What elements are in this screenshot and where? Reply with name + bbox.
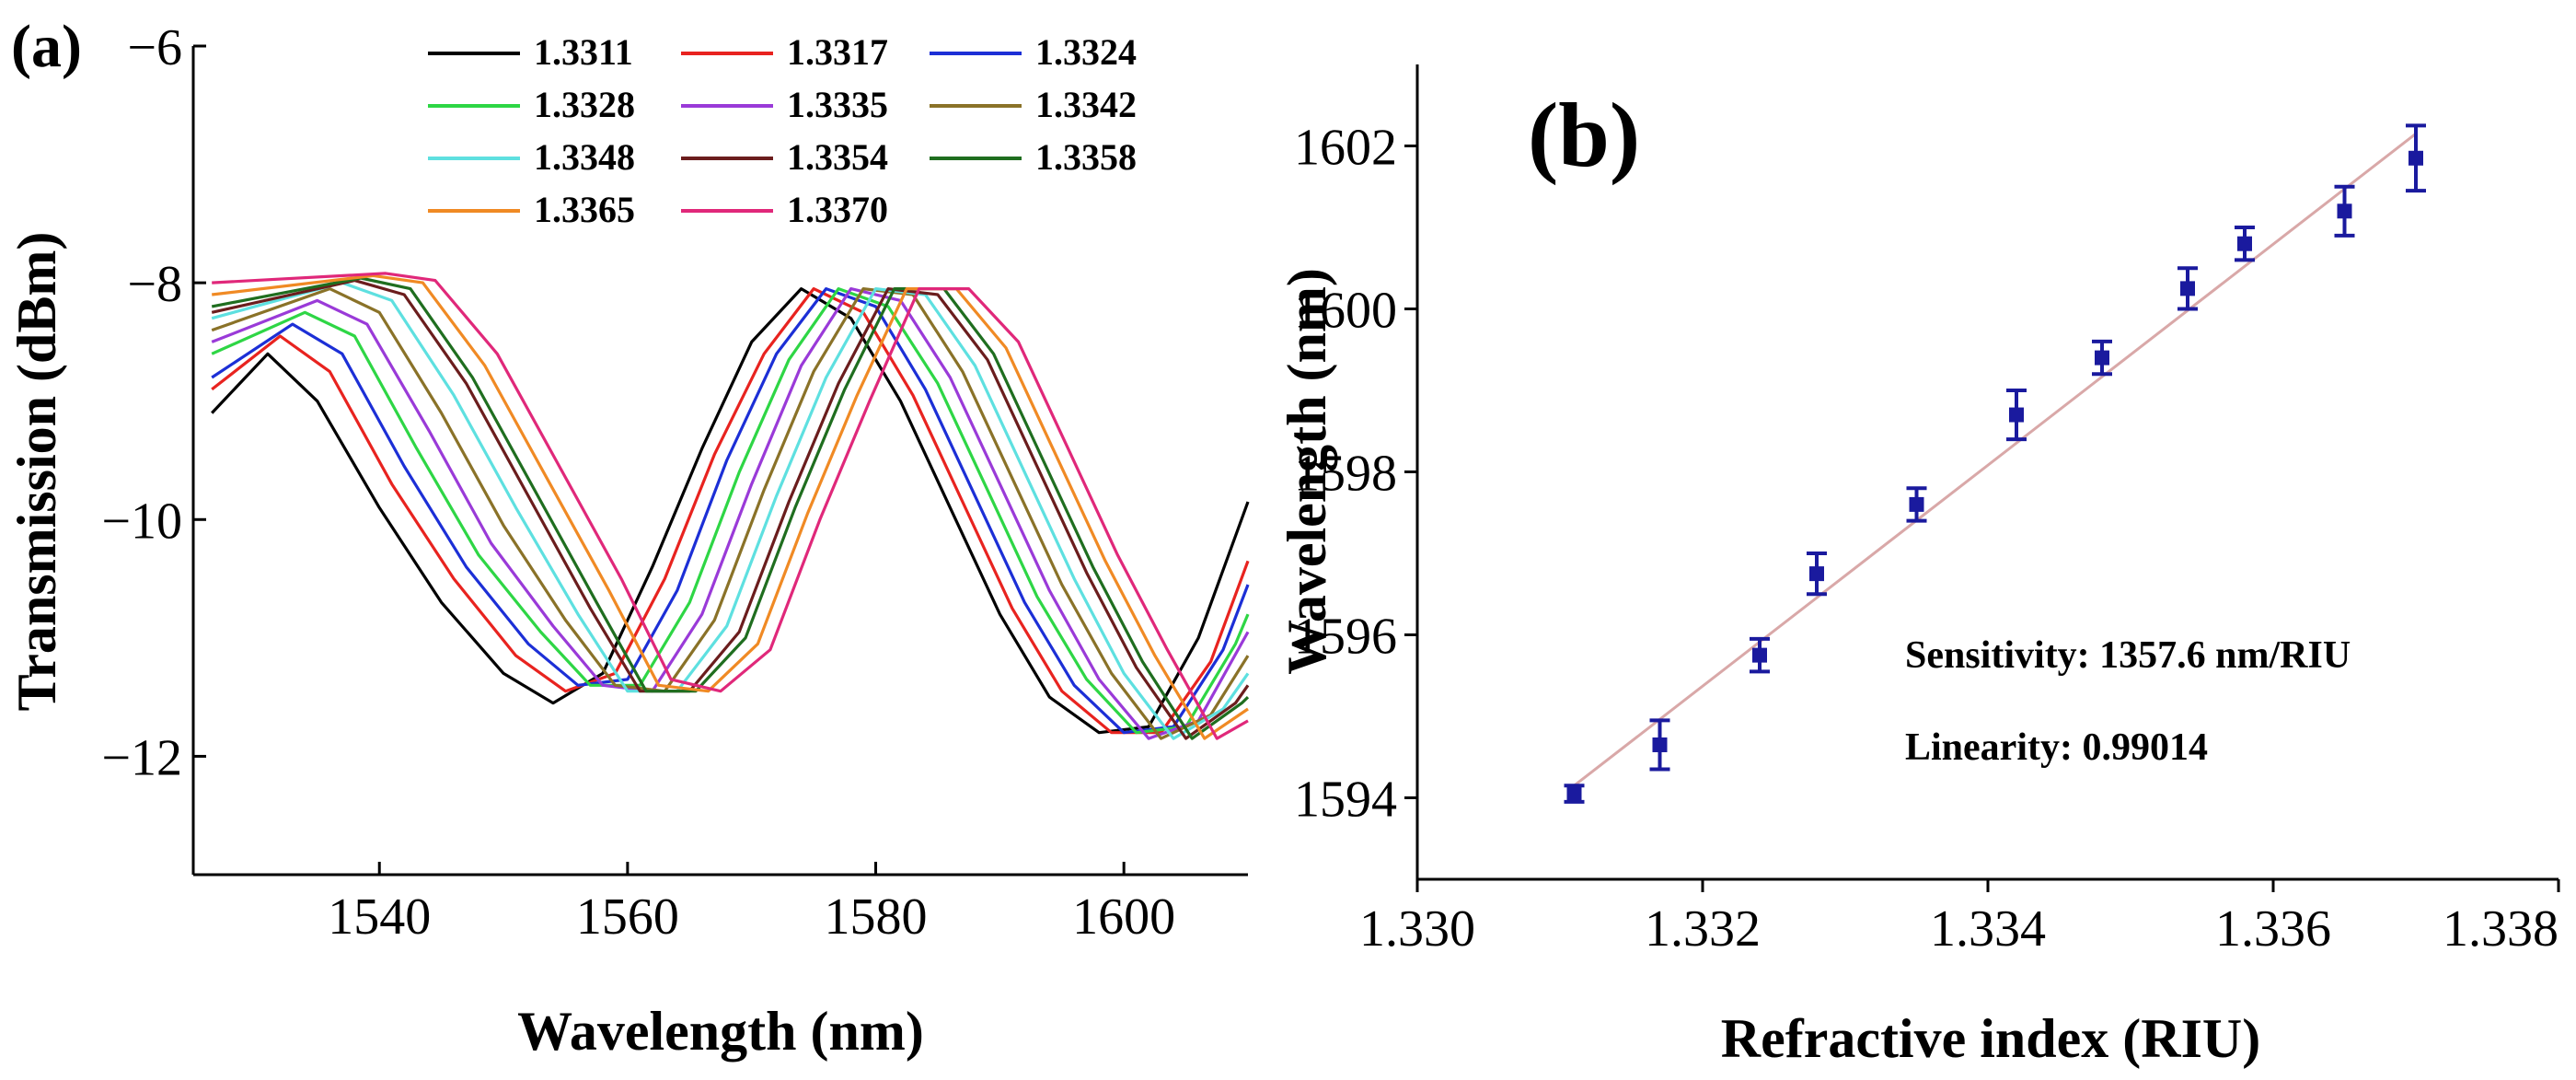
y-tick-label-b: 1596 xyxy=(1294,609,1397,666)
legend-label-1.3354: 1.3354 xyxy=(787,136,888,178)
x-tick-label-b: 1.332 xyxy=(1645,900,1761,958)
legend-label-1.3365: 1.3365 xyxy=(534,189,635,230)
sensitivity-annotation: Sensitivity: 1357.6 nm/RIU xyxy=(1905,634,2351,677)
data-point-marker xyxy=(2337,203,2352,219)
x-tick-label-a: 1600 xyxy=(1072,888,1175,946)
x-tick-label-b: 1.336 xyxy=(2215,900,2331,958)
panel-label-a: (a) xyxy=(11,13,82,80)
y-tick-label-a: −12 xyxy=(101,729,182,786)
spectrum-line-1.3328 xyxy=(211,287,1250,735)
legend-label-1.3370: 1.3370 xyxy=(787,189,888,230)
axes-a: 1540 1560 1580 1600 −6 −8 −10 −12 xyxy=(101,19,1248,946)
panel-label-b: (b) xyxy=(1528,84,1640,186)
x-tick-label-a: 1540 xyxy=(328,888,431,946)
data-point-marker xyxy=(1809,566,1824,582)
legend-label-1.3317: 1.3317 xyxy=(787,31,888,73)
y-tick-label-b: 1598 xyxy=(1294,446,1397,503)
y-axis-title-a: Transmission (dBm) xyxy=(6,232,67,712)
legend-label-1.3358: 1.3358 xyxy=(1035,136,1137,178)
spectrum-curves xyxy=(211,272,1250,740)
data-point-marker xyxy=(2095,350,2109,366)
data-point-marker xyxy=(2180,281,2195,296)
y-tick-label-a: −6 xyxy=(127,19,182,76)
linearity-annotation: Linearity: 0.99014 xyxy=(1905,726,2208,769)
y-tick-label-b: 1600 xyxy=(1294,283,1397,340)
data-points xyxy=(1564,123,2426,804)
x-axis-title-a: Wavelength (nm) xyxy=(517,1001,924,1062)
legend-label-1.3311: 1.3311 xyxy=(534,31,633,73)
fit-line xyxy=(1573,133,2417,787)
x-tick-label-b: 1.338 xyxy=(2443,900,2559,958)
data-point-marker xyxy=(1566,786,1582,802)
data-point-marker xyxy=(2009,407,2024,423)
spectrum-line-1.3335 xyxy=(211,287,1250,740)
y-tick-label-b: 1594 xyxy=(1294,772,1397,829)
y-tick-label-a: −8 xyxy=(127,256,182,313)
axes-b: 1.330 1.332 1.334 1.336 1.338 1594 1596 1598 160… xyxy=(1294,64,2560,958)
x-axis-title-b: Refractive index (RIU) xyxy=(1721,1008,2261,1069)
spectrum-line-1.3324 xyxy=(211,287,1250,735)
spectrum-line-1.3365 xyxy=(212,273,1249,740)
legend-label-1.3324: 1.3324 xyxy=(1035,31,1137,73)
panel-a-transmission-spectra: (a) 1.3311 1.3317 1.3324 1.3328 1.3335 1.3342… xyxy=(6,13,1250,1062)
spectrum-line-1.3342 xyxy=(211,287,1250,740)
spectrum-line-1.3358 xyxy=(211,276,1250,740)
data-point-marker xyxy=(1752,647,1767,663)
data-point-marker xyxy=(1652,737,1668,752)
legend-label-1.3342: 1.3342 xyxy=(1035,84,1137,125)
spectrum-line-1.3370 xyxy=(212,272,1249,740)
y-tick-label-a: −10 xyxy=(101,493,182,550)
x-tick-label-b: 1.330 xyxy=(1359,900,1475,958)
legend-label-1.3335: 1.3335 xyxy=(787,84,888,125)
spectrum-line-1.3317 xyxy=(211,287,1250,735)
spectrum-line-1.3311 xyxy=(211,287,1250,735)
x-tick-label-b: 1.334 xyxy=(1930,900,2046,958)
data-point-marker xyxy=(2237,236,2252,251)
data-point-marker xyxy=(1909,496,1924,512)
data-point-marker xyxy=(2409,150,2423,166)
y-tick-label-b: 1602 xyxy=(1294,120,1397,177)
spectrum-line-1.3348 xyxy=(211,281,1250,740)
linear-fit-line xyxy=(1573,133,2417,787)
x-tick-label-a: 1580 xyxy=(825,888,928,946)
x-tick-label-a: 1560 xyxy=(576,888,679,946)
legend-label-1.3348: 1.3348 xyxy=(534,136,635,178)
panel-b-wavelength-vs-index: (b) 1.330 1.332 1.334 1.336 1.338 1594 1596 159… xyxy=(1276,64,2560,1069)
legend-label-1.3328: 1.3328 xyxy=(534,84,635,125)
spectrum-line-1.3354 xyxy=(211,279,1250,740)
y-axis-title-b: Wavelength (nm) xyxy=(1276,268,1337,675)
legend: 1.3311 1.3317 1.3324 1.3328 1.3335 1.3342 1.33… xyxy=(428,31,1137,230)
